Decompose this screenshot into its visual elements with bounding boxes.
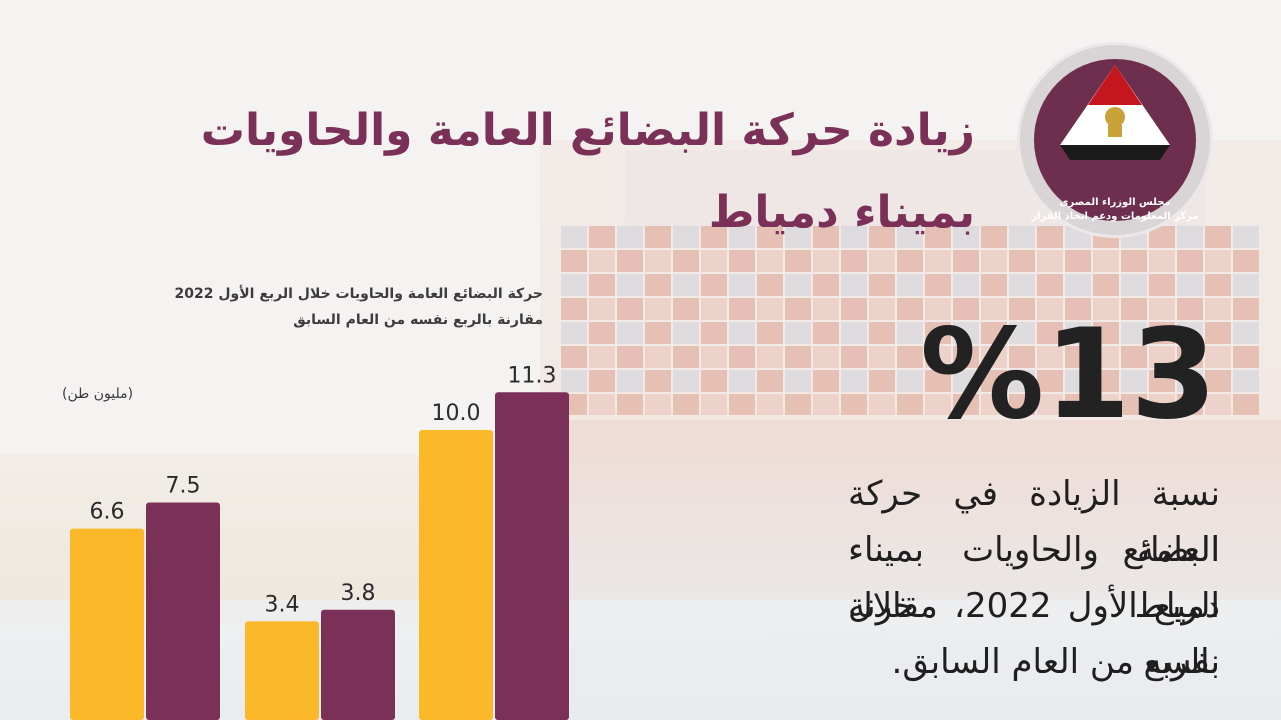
data-label-series1-group3: 10.0 (432, 401, 481, 426)
description-line-4: نفسه من العام السابق. (891, 642, 1220, 682)
bar-series1-group1 (70, 528, 144, 720)
data-label-series1-group1: 6.6 (90, 500, 125, 525)
title-line-1: زيادة حركة البضائع العامة والحاويات (200, 105, 975, 156)
increase-percentage: %13 (920, 303, 1217, 447)
logo-text-line-1: مجلس الوزراء المصرى (1059, 197, 1171, 208)
chart-unit-label: (مليون طن) (62, 386, 134, 402)
data-label-series1-group2: 3.4 (265, 592, 300, 617)
bar-series2-group2 (321, 609, 395, 720)
page-title: زيادة حركة البضائع العامة والحاويات بمين… (155, 90, 975, 254)
chart-title: حركة البضائع العامة والحاويات خلال الربع… (174, 286, 543, 302)
chart-subtitle: مقارنة بالربع نفسه من العام السابق (293, 312, 543, 328)
description-line-3: الربع الأول 2022، مقارنة بالربع (848, 586, 1220, 682)
data-label-series2-group3: 11.3 (508, 363, 557, 388)
description-line-2: العامة والحاويات بميناء دمياط خلال (848, 530, 1220, 626)
idsc-logo: مجلس الوزراء المصرى مركز المعلومات ودعم … (1020, 45, 1210, 235)
title-line-2: بميناء دمياط (708, 187, 975, 238)
data-label-series2-group1: 7.5 (166, 474, 201, 499)
bar-series2-group3 (495, 392, 569, 720)
logo-text-line-2: مركز المعلومات ودعم اتخاذ القرار (1031, 211, 1199, 222)
pyramid-icon (1060, 65, 1170, 160)
bar-series1-group2 (245, 621, 319, 720)
bar-series1-group3 (419, 430, 493, 720)
data-label-series2-group2: 3.8 (341, 581, 376, 606)
bar-series2-group1 (146, 502, 220, 720)
description-line-1: نسبة الزيادة في حركة البضائع (848, 474, 1220, 570)
container-stack (560, 225, 1260, 415)
bar-chart: 6.6 3.4 10.0 7.5 3.8 11.3 (70, 363, 569, 720)
